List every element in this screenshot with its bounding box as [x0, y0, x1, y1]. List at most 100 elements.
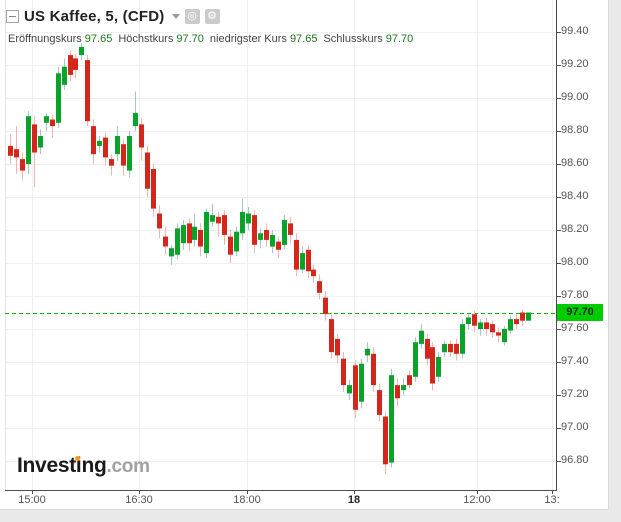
- candle: [234, 226, 239, 257]
- gear-icon: ⚙: [207, 10, 217, 22]
- collapse-icon[interactable]: [6, 10, 19, 23]
- candle: [496, 327, 501, 343]
- candle: [252, 210, 257, 254]
- candle-body: [323, 297, 328, 315]
- candle: [145, 145, 150, 197]
- candle: [454, 338, 459, 361]
- candle: [436, 352, 441, 382]
- price-axis-label: 98.00: [561, 256, 589, 268]
- candle-body: [425, 338, 430, 359]
- investing-logo: Investing.com: [17, 454, 150, 478]
- candle: [294, 233, 299, 277]
- price-axis-label: 96.80: [561, 454, 589, 466]
- candle-body: [294, 239, 299, 270]
- candle-body: [127, 136, 132, 171]
- candle: [246, 206, 251, 230]
- circle-dot-icon: ◎: [187, 10, 197, 22]
- candle: [133, 91, 138, 131]
- candle: [62, 58, 67, 90]
- candle-body: [520, 312, 525, 321]
- candle-body: [115, 136, 120, 155]
- legend-open-label: Eröffnungskurs: [8, 33, 82, 45]
- chevron-down-icon[interactable]: [171, 14, 180, 19]
- candle: [56, 66, 61, 128]
- candle-body: [139, 124, 144, 148]
- candle-body: [175, 228, 180, 255]
- price-axis-label: 97.20: [561, 388, 589, 400]
- candle-body: [62, 66, 67, 85]
- price-axis-label: 98.80: [561, 124, 589, 136]
- candle: [335, 334, 340, 364]
- candle-body: [79, 46, 84, 56]
- candle: [395, 378, 400, 407]
- candle: [181, 220, 186, 250]
- candle-body: [496, 332, 501, 336]
- candle-body: [8, 145, 13, 156]
- candle-body: [466, 317, 471, 325]
- candle-body: [508, 319, 513, 331]
- candle-body: [258, 233, 263, 240]
- candle: [20, 152, 25, 181]
- candle-body: [329, 319, 334, 353]
- candle: [270, 230, 275, 254]
- candle-body: [371, 353, 376, 386]
- candle: [204, 208, 209, 259]
- candle-body: [389, 375, 394, 463]
- candle-body: [163, 236, 168, 247]
- candle-body: [32, 124, 37, 153]
- candle: [442, 340, 447, 357]
- candle-body: [187, 223, 192, 244]
- candle: [8, 134, 13, 164]
- candle: [187, 218, 192, 252]
- candle: [472, 310, 477, 333]
- candle-body: [282, 220, 287, 245]
- candle: [460, 319, 465, 359]
- candle-body: [454, 343, 459, 354]
- candle: [288, 216, 293, 244]
- candle-body: [216, 216, 221, 224]
- candle: [484, 317, 489, 336]
- price-axis-label: 97.40: [561, 355, 589, 367]
- candle: [216, 211, 221, 237]
- candle: [419, 324, 424, 349]
- candle-body: [109, 159, 114, 166]
- candle: [169, 244, 174, 265]
- candle-body: [478, 322, 483, 329]
- candle-body: [97, 140, 102, 146]
- candle-body: [151, 169, 156, 209]
- candle: [371, 347, 376, 392]
- legend-low-label: niedrigster Kurs: [209, 33, 287, 45]
- candle-body: [38, 136, 43, 148]
- price-axis-label: 98.20: [561, 223, 589, 235]
- candle: [508, 315, 513, 334]
- candle: [32, 116, 37, 188]
- candle: [526, 312, 531, 321]
- candle: [157, 205, 162, 239]
- candle-body: [335, 338, 340, 356]
- candle-body: [50, 119, 55, 127]
- legend-open-value: 97.65: [84, 33, 113, 45]
- candle: [192, 213, 197, 247]
- candle-body: [234, 231, 239, 252]
- candle-body: [526, 312, 531, 321]
- candle-body: [103, 137, 108, 158]
- candle-body: [407, 375, 412, 386]
- candle-body: [246, 213, 251, 224]
- candle: [383, 411, 388, 475]
- chart-canvas[interactable]: [0, 0, 608, 509]
- snapshot-button[interactable]: ◎: [184, 9, 200, 24]
- candle: [139, 117, 144, 161]
- candle: [377, 383, 382, 422]
- settings-button[interactable]: ⚙: [204, 9, 220, 24]
- price-axis-label: 99.00: [561, 91, 589, 103]
- candle-body: [210, 215, 215, 222]
- legend-low-value: 97.65: [289, 33, 318, 45]
- candle-body: [157, 213, 162, 229]
- symbol-title[interactable]: US Kaffee, 5, (CFD): [24, 8, 165, 25]
- candle-body: [419, 330, 424, 344]
- logo-orange-dot-i: i: [75, 454, 82, 477]
- candle: [264, 223, 269, 247]
- legend-high-value: 97.70: [176, 33, 204, 45]
- time-axis-label: 16:30: [125, 494, 153, 506]
- candle-body: [68, 55, 73, 75]
